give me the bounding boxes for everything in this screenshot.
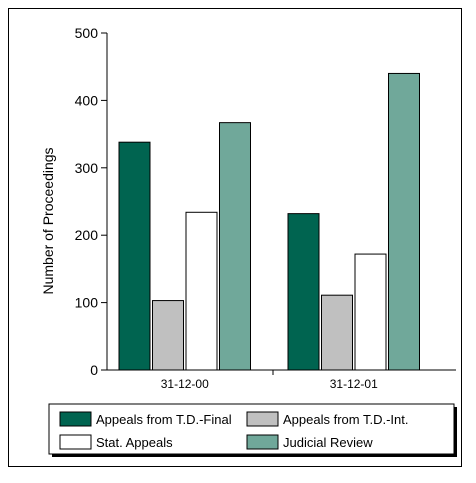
y-tick-label: 500 — [75, 25, 99, 41]
chart-frame: 0 100 200 300 400 500 31-12-00 31-12-01 Number … — [8, 8, 462, 467]
legend: Appeals from T.D.-Final Appeals from T.D.… — [48, 403, 457, 457]
y-tick-label: 300 — [75, 160, 99, 176]
y-tick-label: 100 — [75, 295, 99, 311]
legend-label: Stat. Appeals — [96, 435, 173, 450]
bars — [118, 72, 420, 371]
bar-0-0 — [118, 141, 151, 371]
y-tick-label: 0 — [90, 362, 98, 378]
legend-swatch — [246, 411, 279, 427]
legend-swatch — [59, 411, 92, 427]
bar-1-3 — [388, 72, 420, 371]
axes: 0 100 200 300 400 500 31-12-00 31-12-01 — [75, 25, 456, 391]
x-tick-label: 31-12-01 — [330, 377, 378, 391]
legend-swatch — [59, 434, 92, 450]
legend-swatch — [246, 434, 279, 450]
bar-0-1 — [152, 300, 184, 371]
bar-1-0 — [287, 213, 320, 371]
x-tick-label: 31-12-00 — [161, 377, 209, 391]
legend-label: Appeals from T.D.-Int. — [283, 412, 408, 427]
y-tick-label: 200 — [75, 227, 99, 243]
bar-0-2 — [185, 211, 218, 371]
bar-0-3 — [219, 122, 251, 371]
legend-label: Judicial Review — [283, 435, 373, 450]
y-tick-label: 400 — [75, 92, 99, 108]
bar-1-1 — [321, 294, 353, 371]
y-axis-label: Number of Proceedings — [40, 147, 56, 294]
bar-chart: 0 100 200 300 400 500 31-12-00 31-12-01 Number … — [40, 25, 457, 457]
legend-label: Appeals from T.D.-Final — [96, 412, 232, 427]
bar-1-2 — [354, 253, 387, 371]
